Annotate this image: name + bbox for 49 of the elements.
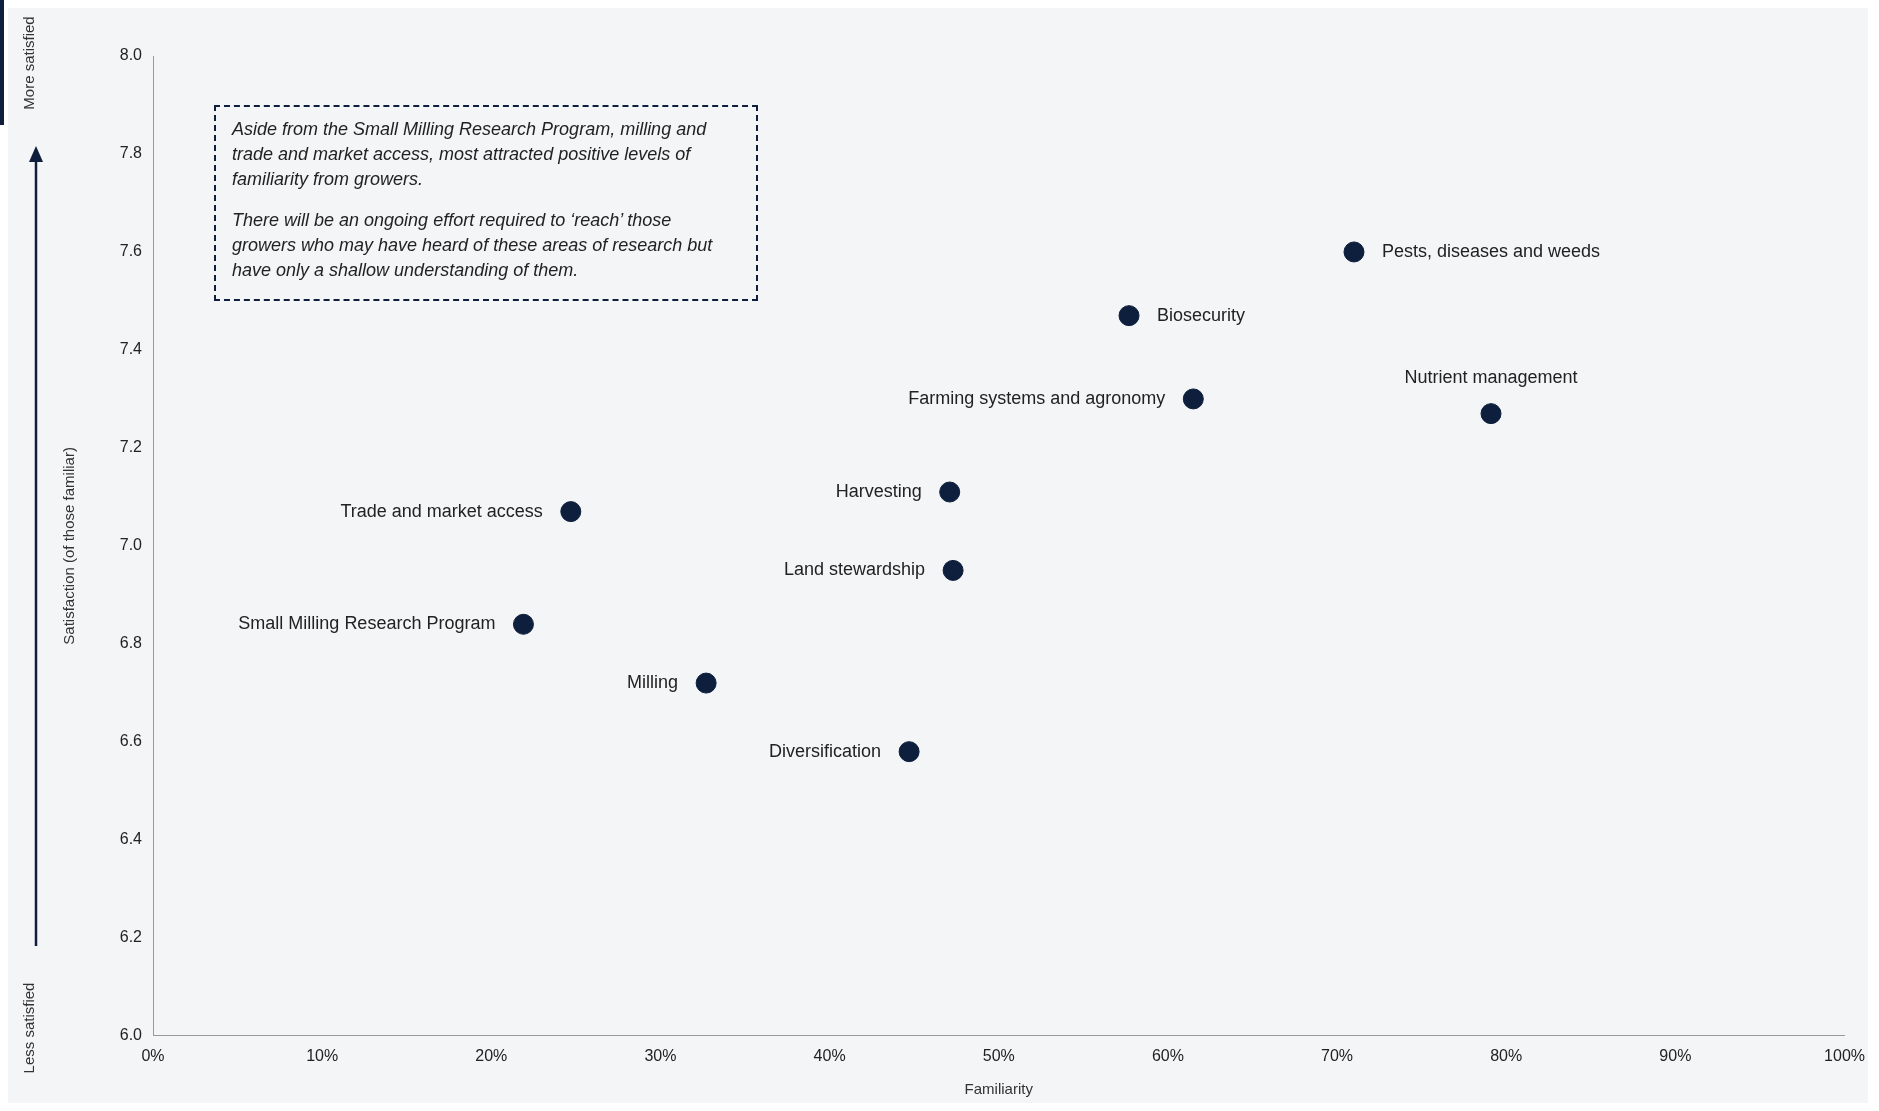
point [1480,403,1502,425]
series-label: Small Milling Research Program [238,613,496,634]
y-tick-label: 6.8 [119,634,143,652]
note-box: Aside from the Small Milling Research Program, milling and trade and market access, most attracted positive levels of familiarity from growers. There will be an ongoing effort required to ‘reach’ those growers who may have heard of these areas of research but have only a shallow understanding of them. [214,105,758,301]
annotation: Aside from the Small Milling Research Program, milling and trade and market access, most attracted positive levels of familiarity from growers. [232,118,708,191]
x-tick-label: 100% [1824,1046,1865,1064]
x-tick-label: 30% [644,1046,677,1064]
y-tick-label: 6.4 [119,830,143,848]
series-label: Milling [627,672,679,693]
point [512,613,534,635]
series-label: Biosecurity [1157,304,1246,325]
series-label: Trade and market access [340,500,543,521]
x-tick-label: 60% [1151,1046,1184,1064]
y-tick-label: 7.6 [119,242,143,260]
text: Less satisfied [20,982,38,1074]
point [560,501,582,523]
y-tick-label: 7.0 [119,536,143,554]
point [898,741,920,763]
y-tick-label: 6.2 [119,928,143,946]
series-label: Farming systems and agronomy [908,387,1166,408]
x-tick-label: 40% [813,1046,846,1064]
y-tick-label: 8.0 [119,46,143,64]
x-axis-title: Familiarity [964,1080,1034,1098]
x-tick-label: 10% [306,1046,339,1064]
point [1118,305,1140,327]
point [1182,388,1204,410]
y-tick-label: 6.6 [119,732,143,750]
text: More satisfied [20,16,38,110]
x-tick-label: 0% [141,1046,165,1064]
x-tick-label: 90% [1659,1046,1692,1064]
x-tick-label: 80% [1490,1046,1523,1064]
series-label: Harvesting [835,480,922,501]
point [939,481,961,503]
x-tick-label: 20% [475,1046,508,1064]
annotation: There will be an ongoing effort required to ‘reach’ those growers who may have heard of these areas of research but have only a shallow understanding of them. [232,209,714,282]
point [1343,241,1365,263]
series-label: Pests, diseases and weeds [1381,240,1601,261]
series-label: Diversification [769,740,882,761]
point [695,672,717,694]
series-label: Land stewardship [784,559,926,580]
x-tick-label: 50% [982,1046,1015,1064]
y-tick-label: 7.2 [119,438,143,456]
y-tick-label: 7.4 [119,340,143,358]
y-axis-title: Satisfaction (of those familiar) [60,447,78,645]
y-tick-label: 6.0 [119,1026,143,1044]
y-tick-label: 7.8 [119,144,143,162]
point [942,559,964,581]
series-label: Nutrient management [1404,366,1578,387]
x-tick-label: 70% [1321,1046,1354,1064]
